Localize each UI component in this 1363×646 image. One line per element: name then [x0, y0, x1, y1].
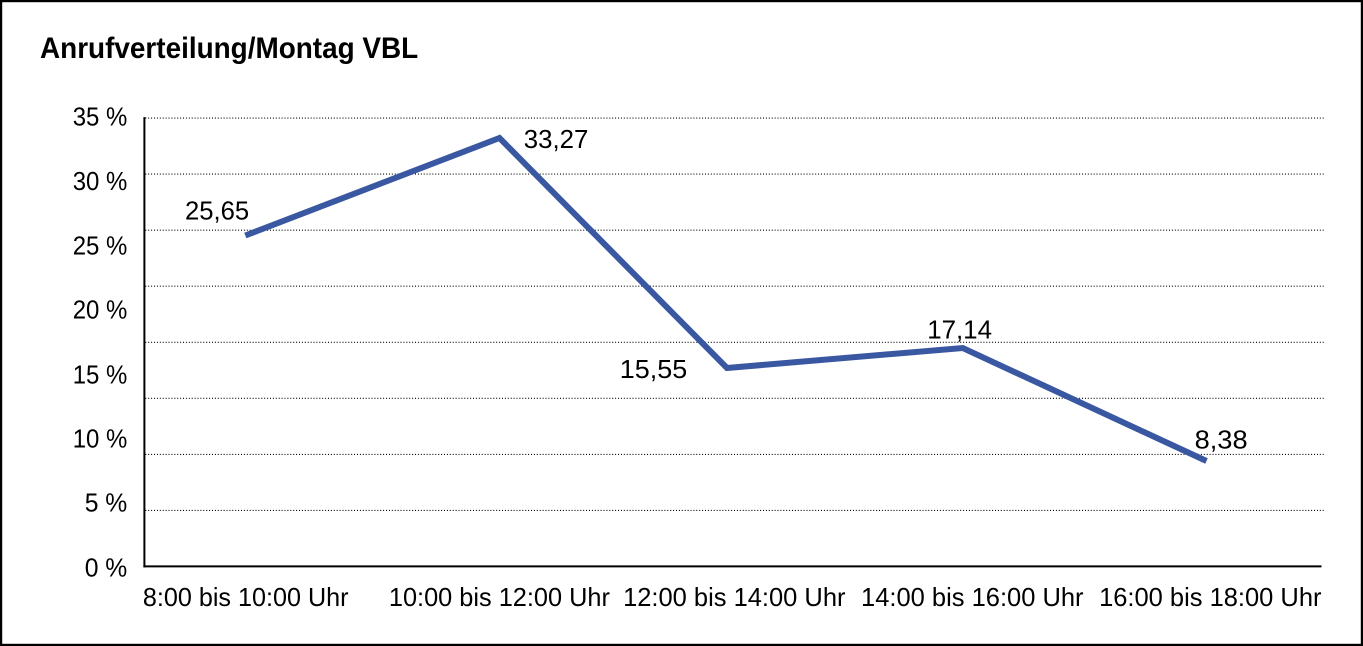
svg-text:8,38: 8,38 — [1195, 425, 1248, 455]
svg-text:35 %: 35 % — [73, 102, 128, 132]
svg-text:30 %: 30 % — [73, 166, 128, 196]
svg-text:25 %: 25 % — [73, 230, 128, 260]
svg-text:10 %: 10 % — [73, 423, 128, 453]
svg-text:10:00 bis 12:00 Uhr: 10:00 bis 12:00 Uhr — [389, 582, 610, 612]
svg-text:12:00 bis 14:00 Uhr: 12:00 bis 14:00 Uhr — [623, 582, 846, 612]
svg-text:Anrufverteilung/Montag VBL: Anrufverteilung/Montag VBL — [40, 32, 418, 65]
svg-text:33,27: 33,27 — [524, 124, 589, 154]
svg-text:5 %: 5 % — [85, 488, 128, 518]
svg-text:15,55: 15,55 — [620, 354, 687, 384]
svg-text:15 %: 15 % — [73, 360, 128, 390]
svg-text:16:00 bis 18:00 Uhr: 16:00 bis 18:00 Uhr — [1099, 582, 1322, 612]
svg-text:17,14: 17,14 — [927, 315, 992, 345]
svg-text:0 %: 0 % — [85, 552, 128, 582]
svg-text:20 %: 20 % — [73, 295, 128, 325]
svg-text:25,65: 25,65 — [185, 196, 249, 226]
svg-text:14:00 bis 16:00 Uhr: 14:00 bis 16:00 Uhr — [861, 582, 1084, 612]
svg-text:8:00 bis 10:00 Uhr: 8:00 bis 10:00 Uhr — [143, 582, 349, 612]
